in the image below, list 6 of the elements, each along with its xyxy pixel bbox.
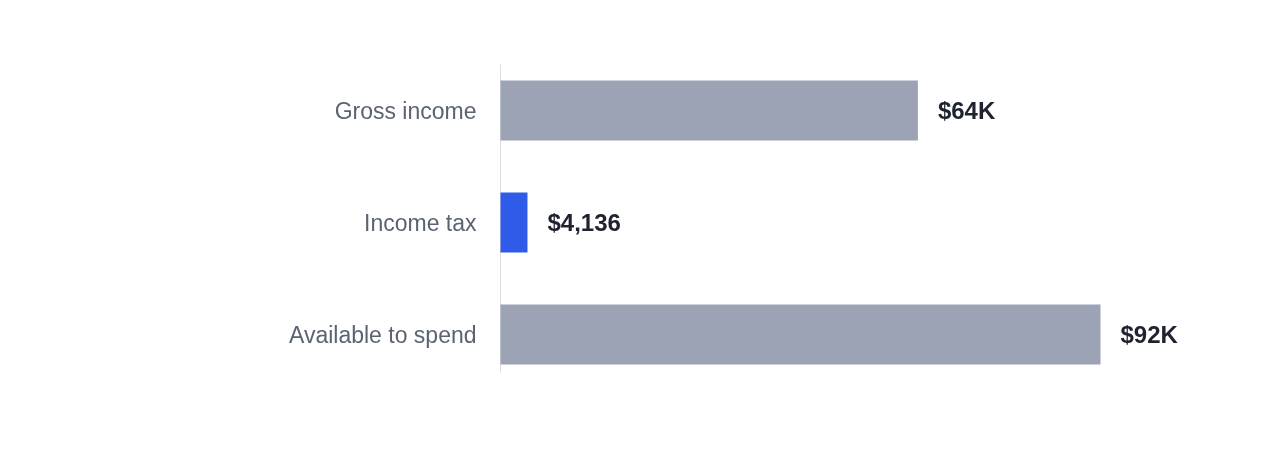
y-tick-label: Income tax: [364, 209, 477, 236]
data-label: $4,136: [547, 209, 621, 236]
data-label: $92K: [1120, 321, 1179, 348]
data-label: $64K: [937, 97, 996, 124]
y-tick-label: Available to spend: [288, 321, 477, 348]
y-tick-label: Gross income: [334, 97, 477, 124]
